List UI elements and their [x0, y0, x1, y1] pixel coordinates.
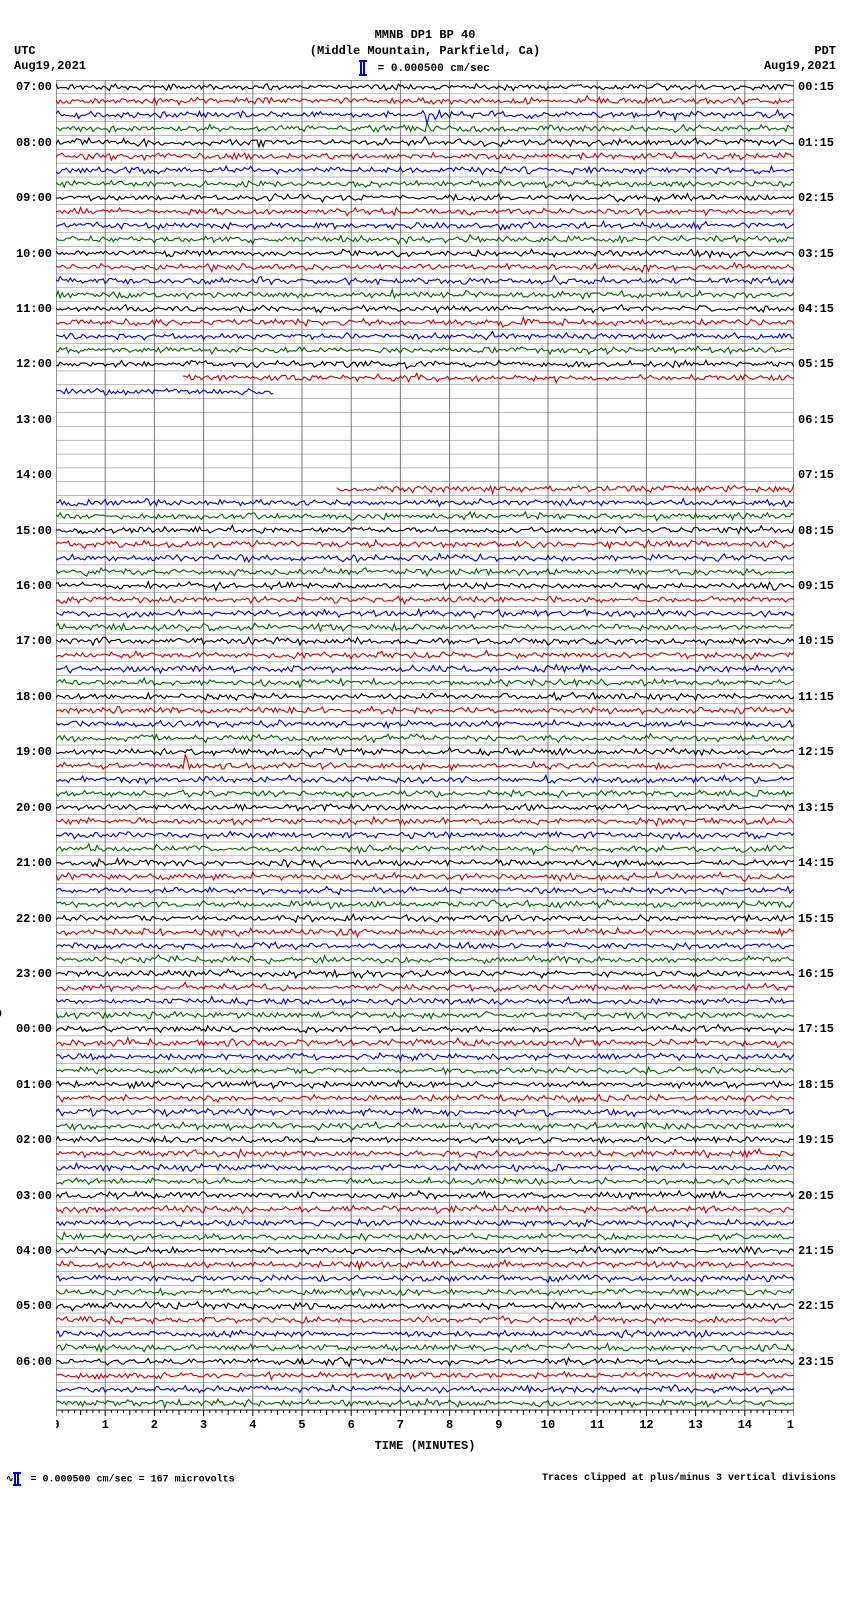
utc-hour: 17:00 — [6, 635, 52, 647]
svg-text:5: 5 — [298, 1418, 305, 1432]
header: MMNB DP1 BP 40 (Middle Mountain, Parkfie… — [0, 0, 850, 76]
scale-bar-icon — [14, 1473, 19, 1485]
plot-area: 07:0008:0009:0010:0011:0012:0013:0014:00… — [56, 80, 794, 1410]
x-axis: 0123456789101112131415 TIME (MINUTES) — [56, 1410, 794, 1453]
utc-hour: 21:00 — [6, 857, 52, 869]
pdt-hour: 22:15 — [798, 1300, 844, 1312]
svg-text:12: 12 — [639, 1418, 653, 1432]
pdt-hour: 10:15 — [798, 635, 844, 647]
pdt-hour: 06:15 — [798, 414, 844, 426]
tz-left-date: Aug19,2021 — [14, 59, 86, 74]
utc-hour: 09:00 — [6, 192, 52, 204]
pdt-hour: 13:15 — [798, 802, 844, 814]
utc-hour: 12:00 — [6, 358, 52, 370]
pdt-hour: 05:15 — [798, 358, 844, 370]
svg-text:14: 14 — [738, 1418, 752, 1432]
svg-text:0: 0 — [56, 1418, 60, 1432]
pdt-hour: 20:15 — [798, 1190, 844, 1202]
pdt-hour: 17:15 — [798, 1023, 844, 1035]
x-axis-label: TIME (MINUTES) — [56, 1439, 794, 1453]
svg-text:7: 7 — [397, 1418, 404, 1432]
pdt-hour: 15:15 — [798, 913, 844, 925]
utc-hour: 18:00 — [6, 691, 52, 703]
utc-hour: 05:00 — [6, 1300, 52, 1312]
utc-hour: 11:00 — [6, 303, 52, 315]
footer-right: Traces clipped at plus/minus 3 vertical … — [542, 1473, 836, 1486]
utc-hour: 19:00 — [6, 746, 52, 758]
utc-hour: 16:00 — [6, 580, 52, 592]
utc-hour: 00:00 — [6, 1023, 52, 1035]
tz-left-name: UTC — [14, 44, 86, 59]
utc-hour: 13:00 — [6, 414, 52, 426]
utc-hour: 22:00 — [6, 913, 52, 925]
utc-hour: 10:00 — [6, 248, 52, 260]
utc-hour: 08:00 — [6, 137, 52, 149]
svg-text:1: 1 — [102, 1418, 109, 1432]
pdt-hour: 03:15 — [798, 248, 844, 260]
svg-text:9: 9 — [495, 1418, 502, 1432]
pdt-hour: 18:15 — [798, 1079, 844, 1091]
utc-hour: 20:00 — [6, 802, 52, 814]
utc-hour: 07:00 — [6, 81, 52, 93]
svg-text:8: 8 — [446, 1418, 453, 1432]
tz-right-block: PDT Aug19,2021 — [764, 44, 836, 74]
pdt-hour: 00:15 — [798, 81, 844, 93]
utc-hour: 03:00 — [6, 1190, 52, 1202]
x-axis-ticks: 0123456789101112131415 — [56, 1410, 794, 1432]
seismogram-svg — [56, 80, 794, 1410]
tz-left-block: UTC Aug19,2021 — [14, 44, 86, 74]
pdt-hour: 09:15 — [798, 580, 844, 592]
pdt-hour: 04:15 — [798, 303, 844, 315]
svg-text:15: 15 — [787, 1418, 794, 1432]
pdt-hour: 12:15 — [798, 746, 844, 758]
svg-text:11: 11 — [590, 1418, 604, 1432]
svg-text:2: 2 — [151, 1418, 158, 1432]
svg-text:3: 3 — [200, 1418, 207, 1432]
tz-right-name: PDT — [764, 44, 836, 59]
pdt-hour: 08:15 — [798, 525, 844, 537]
svg-text:10: 10 — [541, 1418, 555, 1432]
footer-left: ∿ = 0.000500 cm/sec = 167 microvolts — [6, 1473, 235, 1486]
title-line1: MMNB DP1 BP 40 — [0, 28, 850, 44]
seismogram-container: UTC Aug19,2021 PDT Aug19,2021 MMNB DP1 B… — [0, 0, 850, 1492]
pdt-hour: 14:15 — [798, 857, 844, 869]
utc-hour: 04:00 — [6, 1245, 52, 1257]
utc-hour: 02:00 — [6, 1134, 52, 1146]
scale-indicator: = 0.000500 cm/sec — [0, 61, 850, 76]
pdt-hour: 02:15 — [798, 192, 844, 204]
title-line2: (Middle Mountain, Parkfield, Ca) — [0, 44, 850, 60]
svg-text:6: 6 — [348, 1418, 355, 1432]
utc-hour: 15:00 — [6, 525, 52, 537]
utc-hour: 01:00 — [6, 1079, 52, 1091]
date-marker: Aug20 — [0, 1009, 2, 1021]
footer: ∿ = 0.000500 cm/sec = 167 microvolts Tra… — [0, 1453, 850, 1492]
pdt-hour: 19:15 — [798, 1134, 844, 1146]
tz-right-date: Aug19,2021 — [764, 59, 836, 74]
pdt-hour: 21:15 — [798, 1245, 844, 1257]
svg-text:4: 4 — [249, 1418, 256, 1432]
pdt-hour: 11:15 — [798, 691, 844, 703]
utc-hour: 14:00 — [6, 469, 52, 481]
scale-bar-icon — [360, 61, 365, 75]
svg-text:13: 13 — [688, 1418, 702, 1432]
utc-hour: 23:00 — [6, 968, 52, 980]
scale-text: = 0.000500 cm/sec — [371, 63, 490, 75]
pdt-hour: 07:15 — [798, 469, 844, 481]
pdt-hour: 23:15 — [798, 1356, 844, 1368]
utc-hour: 06:00 — [6, 1356, 52, 1368]
pdt-hour: 01:15 — [798, 137, 844, 149]
pdt-hour: 16:15 — [798, 968, 844, 980]
